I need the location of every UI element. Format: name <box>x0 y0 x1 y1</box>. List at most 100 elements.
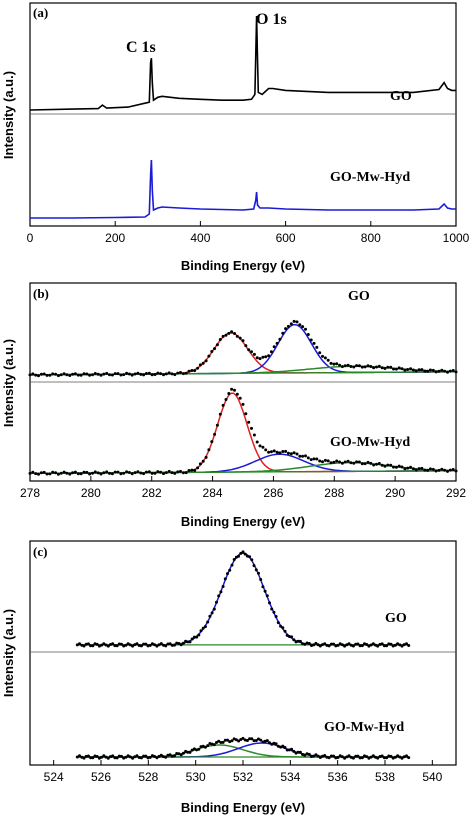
panel-b-sub0-point-78 <box>250 350 253 354</box>
panel-c-sub0-point-149 <box>405 642 408 646</box>
panel-b-sub1-point-82 <box>261 445 265 449</box>
panel-c-sub0-point-114 <box>327 644 331 648</box>
panel-c: (c) 524 526 528 530 532 534 536 538 540 GO GO-Mw… <box>1 540 457 815</box>
panel-b-sub0-point-88 <box>278 337 282 341</box>
panel-b-sub0-point-137 <box>417 368 421 372</box>
panel-b-sub0-point-46 <box>159 372 163 376</box>
panel-c-sub1-point-129 <box>360 756 364 760</box>
panel-c-sub1-point-142 <box>389 754 393 758</box>
panel-b-sub0-point-83 <box>264 355 268 359</box>
panel-c-sub1-point-97 <box>290 747 294 751</box>
panel-b-sub1-point-56 <box>187 469 191 472</box>
panel-c-sub0-point-48 <box>181 641 185 645</box>
panel-b-sub1-point-35 <box>127 471 131 474</box>
panel-a-annotation-o1s: O 1s <box>256 11 287 28</box>
panel-b-sub0-point-9 <box>54 372 58 376</box>
panel-b-sub1-point-101 <box>315 457 319 461</box>
panel-c-sub0-point-43 <box>170 643 174 647</box>
panel-b-sub1-point-131 <box>400 465 404 469</box>
panel-c-sub0-point-71 <box>232 558 236 561</box>
panel-c-sub1-point-19 <box>117 754 121 758</box>
panel-b-sub1-point-4 <box>39 471 43 475</box>
panel-b-sub1-point-48 <box>164 471 168 475</box>
panel-b-sub1-point-85 <box>269 450 273 454</box>
panel-b-sub1-point-67 <box>218 412 222 416</box>
panel-c-sub0-point-61 <box>210 611 214 615</box>
panel-c-sub0-point-146 <box>398 643 402 647</box>
panel-c-sub0-point-68 <box>226 572 229 576</box>
panel-b-sub1-point-54 <box>181 471 185 475</box>
panel-b-sub0-point-82 <box>261 355 265 359</box>
panel-c-sub0-point-150 <box>407 644 411 647</box>
panel-b-sub1-point-109 <box>338 460 342 464</box>
panel-b-sub0-point-130 <box>397 366 401 370</box>
panel-a-traces <box>29 15 456 219</box>
panel-b-sub1-point-74 <box>238 396 242 400</box>
panel-a-0-tick-label-5: 1000 <box>443 231 470 245</box>
panel-b-sub0-point-68 <box>221 334 225 338</box>
panel-b-sub0-point-60 <box>198 363 202 367</box>
panel-b-sub0-point-122 <box>375 365 378 369</box>
panel-b-sub0-point-113 <box>349 365 353 368</box>
panel-b-sub0-point-37 <box>133 372 137 376</box>
panel-c-sub0-point-67 <box>223 577 227 581</box>
panel-b-sub0-point-41 <box>144 372 148 375</box>
panel-c-sub0-point-110 <box>318 644 322 648</box>
panel-c-sub1-point-95 <box>285 748 289 752</box>
panel-b-sub1-point-0 <box>28 471 32 475</box>
panel-c-sub1-point-81 <box>254 739 258 742</box>
panel-c-sub1-point-110 <box>318 756 322 759</box>
panel-c-sub0-point-18 <box>115 644 119 648</box>
panel-b-traces <box>28 319 458 476</box>
panel-b-sub0-point-38 <box>136 371 140 375</box>
panel-b-sub1-point-103 <box>321 460 324 464</box>
panel-b-sub1-point-75 <box>241 402 245 406</box>
panel-b-sub0-point-93 <box>292 319 296 323</box>
panel-c-sub0-point-62 <box>212 607 216 611</box>
panel-c-sub0-point-14 <box>106 644 110 648</box>
panel-c-sub1-point-47 <box>179 753 183 757</box>
panel-b-1-tick-label-3: 284 <box>203 486 223 500</box>
panel-b-sub1-point-119 <box>366 460 370 464</box>
panel-b-sub1-point-128 <box>392 465 395 469</box>
panel-a-frame <box>29 2 457 227</box>
panel-c-sub0-point-144 <box>393 643 397 647</box>
panel-b-sub1-point-141 <box>428 467 432 471</box>
panel-b-sub0-point-65 <box>213 347 217 351</box>
panel-b-sub0-point-138 <box>420 368 424 372</box>
panel-b-sub0-point-117 <box>360 365 364 369</box>
panel-c-sub0-point-25 <box>131 644 135 648</box>
panel-b-go-label: GO <box>348 289 370 304</box>
panel-c-sub0-point-65 <box>219 590 223 594</box>
panel-b-sub0-point-11 <box>59 373 63 377</box>
panel-b-sub1-point-110 <box>340 461 344 465</box>
panel-c-sub1-point-5 <box>86 754 90 758</box>
panel-c-sub1-point-86 <box>265 739 269 743</box>
panel-b-sub1-point-37 <box>133 471 137 475</box>
panel-b-sub1-point-95 <box>298 454 302 458</box>
panel-b-sub0-point-19 <box>82 372 86 376</box>
panel-b-sub1-point-50 <box>170 471 174 475</box>
panel-c-sub1-point-98 <box>292 749 296 753</box>
panel-c-sub0-point-35 <box>153 643 157 647</box>
panel-c-sub0-point-29 <box>139 644 143 648</box>
panel-c-sub0-point-20 <box>120 642 123 646</box>
panel-b-sub1-point-98 <box>306 456 310 460</box>
panel-c-sub0-point-81 <box>254 568 258 572</box>
panel-b-sub0-point-4 <box>39 372 43 376</box>
panel-c-sub0-point-22 <box>124 643 128 647</box>
panel-c-sub0-point-83 <box>259 578 263 581</box>
panel-c-sub1-point-109 <box>316 754 320 758</box>
panel-c-sub1-point-7 <box>91 756 95 760</box>
panel-c-sub1-point-72 <box>234 738 238 742</box>
panel-b-sub1-point-59 <box>196 466 200 470</box>
panel-c-sub1-point-114 <box>327 756 331 760</box>
panel-c-sub0-point-54 <box>195 635 199 639</box>
panel-c-sub1-point-36 <box>155 756 159 760</box>
panel-c-sub0-point-42 <box>168 642 172 646</box>
panel-b-sub0-point-59 <box>196 366 200 370</box>
panel-c-sub0-point-1 <box>78 642 81 646</box>
panel-b-sub1-point-99 <box>309 458 313 462</box>
panel-c-sub0-point-76 <box>243 552 247 556</box>
panel-b-sub1-point-18 <box>79 472 83 476</box>
